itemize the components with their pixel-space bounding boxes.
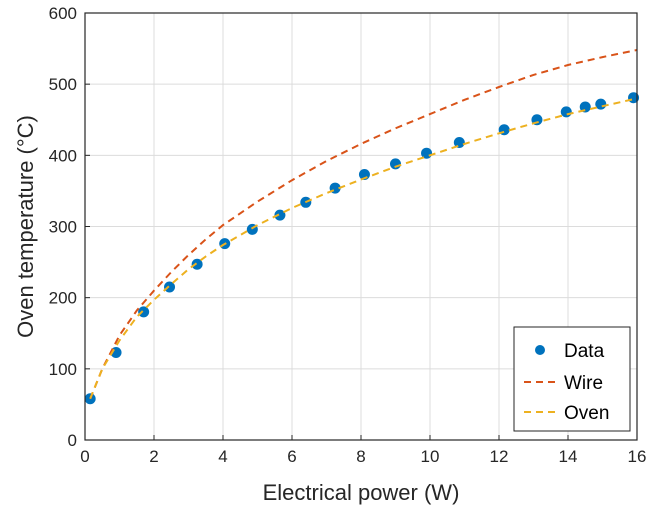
y-tick-label: 500: [49, 75, 77, 94]
x-tick-label: 0: [80, 447, 89, 466]
x-tick-label: 10: [421, 447, 440, 466]
y-axis-label: Oven temperature (°C): [13, 115, 38, 338]
y-tick-label: 200: [49, 289, 77, 308]
y-tick-label: 100: [49, 360, 77, 379]
legend-marker-data: [535, 345, 545, 355]
data-point: [84, 393, 96, 405]
y-tick-label: 600: [49, 4, 77, 23]
axis-ticks: 0 2 4 6 8 10 12 14 16 0 100 200 300 400 500 600: [49, 4, 647, 466]
data-point: [560, 106, 572, 118]
y-tick-label: 300: [49, 218, 77, 237]
wire-series-line: [89, 49, 638, 400]
x-tick-label: 4: [218, 447, 227, 466]
x-tick-label: 16: [628, 447, 647, 466]
data-point: [274, 209, 286, 221]
y-tick-label: 400: [49, 146, 77, 165]
plot-series: [84, 49, 640, 405]
legend-label-oven: Oven: [564, 403, 609, 424]
x-tick-label: 8: [356, 447, 365, 466]
x-axis-label: Electrical power (W): [263, 480, 460, 505]
x-tick-label: 14: [559, 447, 578, 466]
data-point: [191, 258, 203, 270]
oven-series-line: [89, 97, 638, 400]
legend-label-data: Data: [564, 341, 605, 362]
data-point: [453, 137, 465, 149]
legend-label-wire: Wire: [564, 373, 603, 394]
grid: [85, 13, 637, 440]
y-tick-label: 0: [68, 431, 77, 450]
x-tick-label: 6: [287, 447, 296, 466]
legend-box: [513, 326, 631, 432]
legend: Data Wire Oven: [513, 326, 631, 432]
x-tick-label: 2: [149, 447, 158, 466]
data-point: [138, 306, 150, 318]
data-point: [579, 101, 591, 113]
x-tick-label: 12: [490, 447, 509, 466]
